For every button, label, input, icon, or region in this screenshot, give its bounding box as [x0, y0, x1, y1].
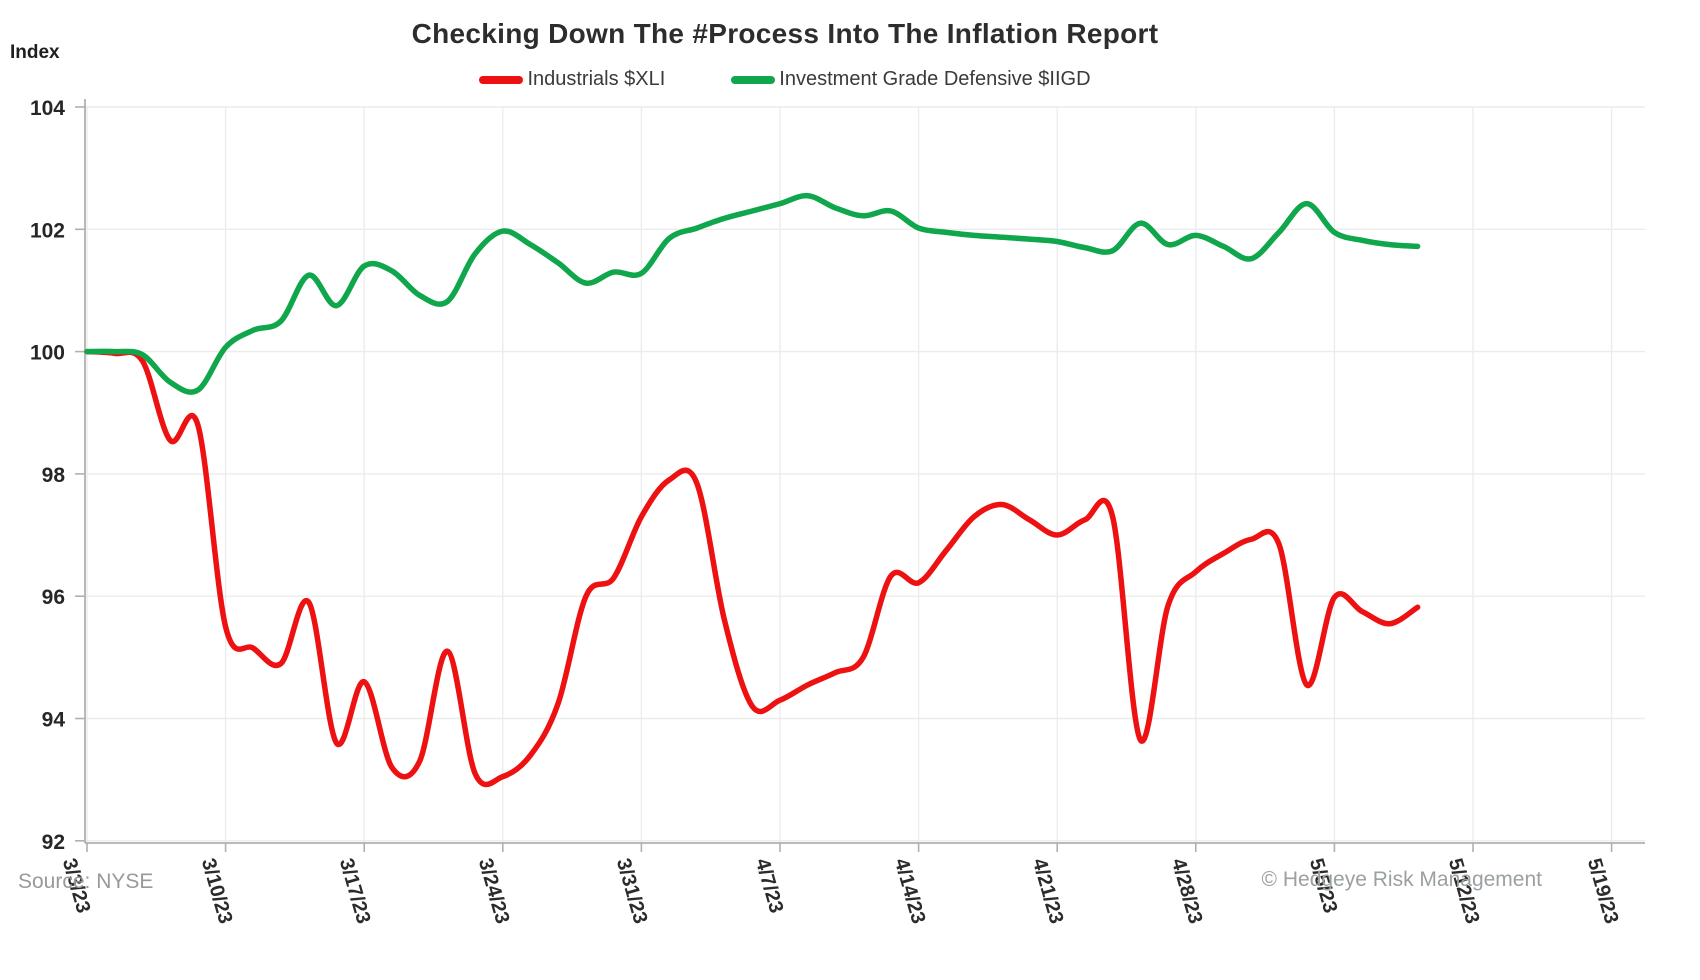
gridlines-group [85, 106, 1645, 843]
y-tick-label: 104 [30, 97, 65, 120]
y-tick-label: 100 [30, 342, 65, 365]
legend-swatch-icon [479, 75, 524, 84]
y-tick-label: 94 [42, 709, 66, 732]
copyright-note: © Hedgeye Risk Management [1261, 868, 1542, 891]
y-axis-title: Index [10, 42, 60, 63]
legend-item-xli: Industrials $XLI [479, 68, 665, 91]
axes-group: 92 94 96 98 100 102 104 [30, 97, 1645, 854]
y-tick-label: 96 [42, 586, 65, 609]
y-tick-label: 102 [30, 219, 65, 242]
series-line-iigd [84, 192, 1421, 395]
y-tick-label: 92 [42, 831, 65, 854]
legend-item-iigd: Investment Grade Defensive $IIGD [731, 68, 1091, 91]
series-group [84, 192, 1421, 788]
y-tick-label: 98 [42, 464, 66, 487]
legend-label: Industrials $XLI [527, 68, 666, 90]
source-note: Source: NYSE [18, 870, 154, 893]
legend: Industrials $XLI Investment Grade Defensi… [0, 68, 1570, 91]
series-line-xli [84, 348, 1421, 788]
chart-title: Checking Down The #Process Into The Infl… [411, 18, 1159, 49]
legend-swatch-icon [731, 75, 776, 84]
legend-label: Investment Grade Defensive $IIGD [779, 68, 1091, 90]
